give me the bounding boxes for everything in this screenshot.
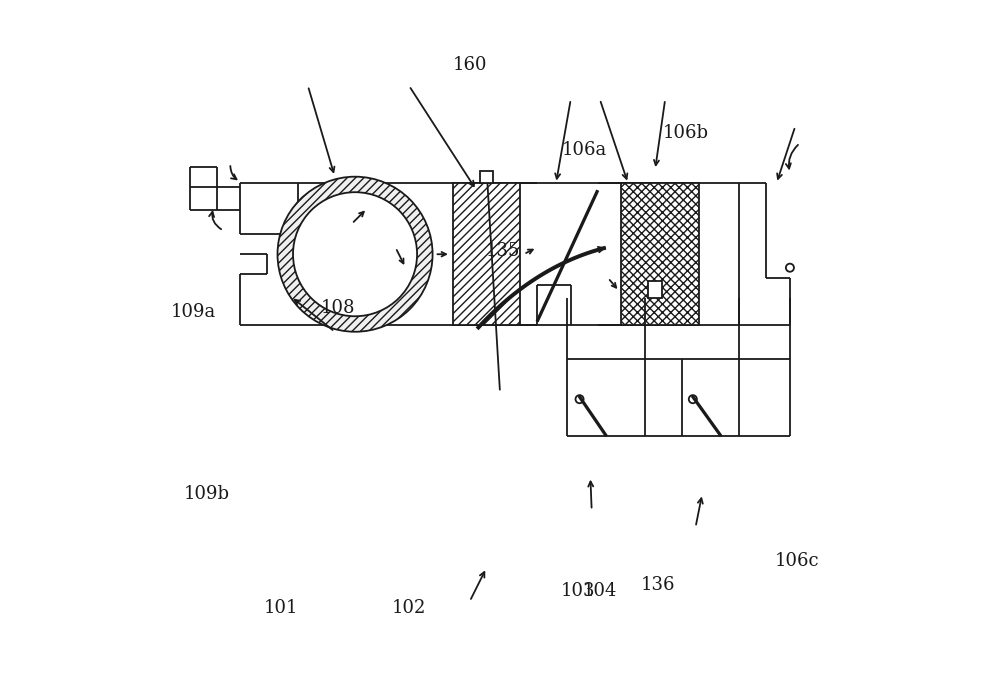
Bar bbox=[621, 183, 699, 325]
Text: 109b: 109b bbox=[184, 485, 230, 502]
Text: 109a: 109a bbox=[171, 303, 216, 320]
Text: 136: 136 bbox=[641, 575, 676, 594]
Text: 135: 135 bbox=[486, 242, 521, 260]
Bar bbox=[480, 171, 493, 183]
Text: 102: 102 bbox=[392, 599, 426, 617]
Text: 106a: 106a bbox=[562, 141, 607, 158]
Text: 104: 104 bbox=[583, 582, 617, 600]
Text: 106c: 106c bbox=[774, 552, 819, 570]
Bar bbox=[648, 281, 662, 298]
Text: 108: 108 bbox=[321, 299, 355, 317]
Text: 106b: 106b bbox=[662, 124, 708, 142]
Text: 103: 103 bbox=[560, 582, 595, 600]
Circle shape bbox=[278, 177, 433, 332]
Text: 101: 101 bbox=[264, 599, 298, 617]
Circle shape bbox=[293, 192, 417, 316]
Bar bbox=[453, 183, 520, 325]
Text: 160: 160 bbox=[452, 56, 487, 74]
